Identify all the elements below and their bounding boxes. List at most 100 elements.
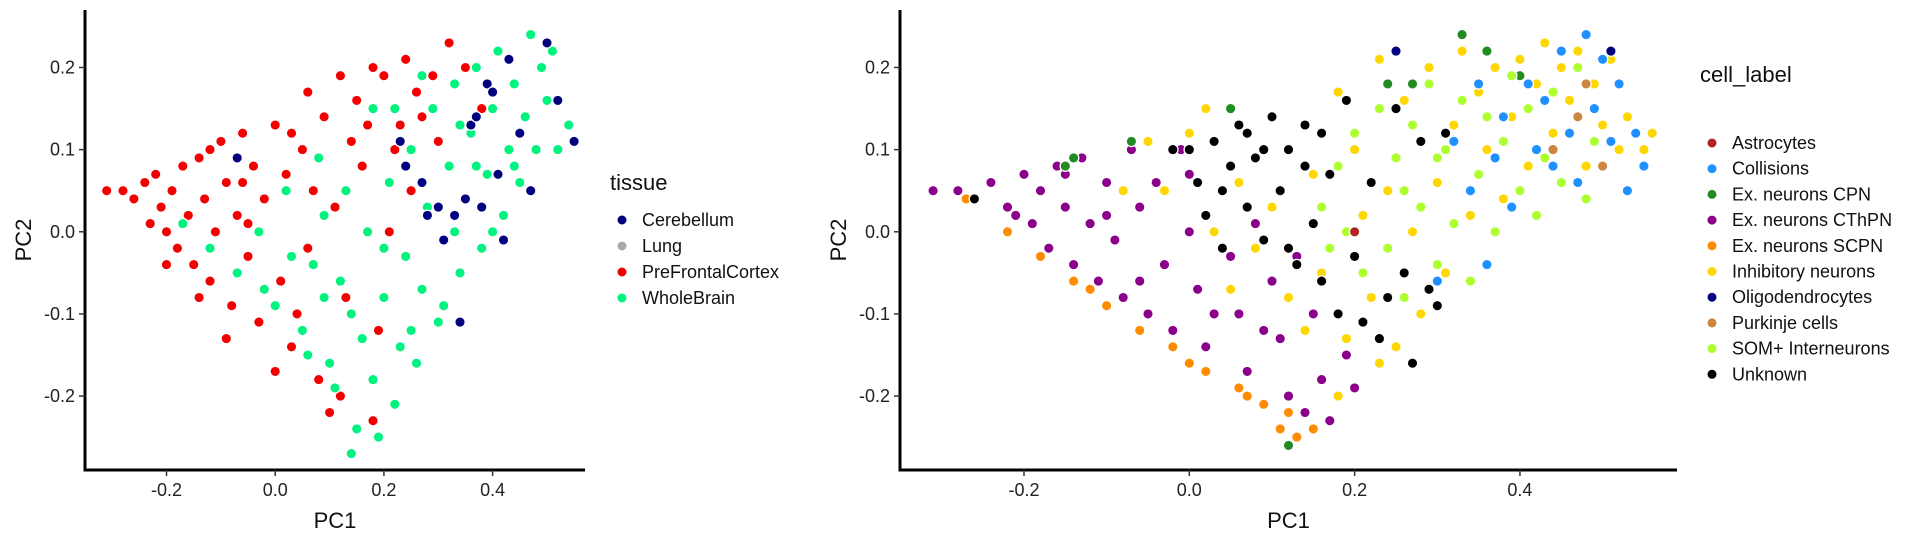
data-point (1605, 45, 1617, 57)
data-point (1464, 184, 1477, 197)
data-point (345, 447, 358, 460)
data-point (459, 193, 472, 205)
data-point (1596, 160, 1609, 172)
data-point (247, 160, 260, 172)
x-tick-label: 0.4 (1507, 480, 1532, 500)
data-point (1340, 94, 1353, 107)
data-point (307, 258, 320, 271)
data-point (318, 291, 330, 304)
data-point (258, 283, 271, 296)
legend-swatch (1706, 240, 1718, 252)
data-point (1431, 152, 1444, 164)
y-tick-label: -0.2 (859, 386, 890, 406)
data-point (209, 225, 222, 238)
data-point (1414, 201, 1427, 213)
data-point (1282, 143, 1295, 156)
data-point (486, 86, 499, 98)
data-point (503, 53, 515, 66)
data-point (1332, 86, 1344, 98)
data-point (1133, 324, 1146, 337)
data-point (470, 61, 483, 74)
data-point (1439, 143, 1452, 156)
data-point (329, 201, 341, 213)
series-som-interneurons (1315, 61, 1601, 304)
data-point (1067, 152, 1080, 164)
data-point (100, 184, 113, 197)
data-point (1100, 176, 1113, 189)
data-point (497, 234, 510, 246)
legend-swatch (616, 266, 628, 278)
data-point (1249, 217, 1262, 230)
data-point (1621, 110, 1634, 123)
legend-title: tissue (610, 170, 667, 195)
data-point (329, 382, 341, 394)
data-point (1274, 332, 1287, 345)
data-point (1571, 176, 1584, 189)
data-point (334, 390, 347, 402)
data-point (1373, 102, 1386, 115)
data-point (1208, 225, 1220, 238)
data-point (1538, 37, 1551, 49)
data-point (1646, 127, 1659, 140)
data-point (535, 61, 548, 74)
legend-item-lung: Lung (616, 236, 682, 256)
data-point (492, 45, 504, 57)
data-point (367, 61, 379, 74)
data-point (1307, 168, 1320, 181)
data-point (307, 184, 320, 197)
data-point (1216, 242, 1229, 255)
data-point (253, 316, 265, 328)
data-point (1390, 45, 1402, 57)
data-point (1348, 143, 1361, 156)
data-point (225, 299, 238, 312)
legend-item-som-interneurons: SOM+ Interneurons (1706, 339, 1890, 359)
data-point (1414, 135, 1427, 148)
data-point (1365, 176, 1378, 189)
legend-label: Unknown (1732, 364, 1807, 384)
series-oligodendrocytes (1390, 45, 1617, 57)
data-point (1530, 209, 1543, 222)
data-point (405, 184, 417, 197)
data-point (1547, 127, 1559, 140)
series-purkinje-cells (1547, 78, 1609, 172)
data-point (410, 357, 423, 370)
data-point (1282, 390, 1295, 402)
data-point (1431, 299, 1444, 312)
data-point (334, 275, 347, 287)
data-point (1199, 102, 1212, 115)
legend-label: Oligodendrocytes (1732, 287, 1872, 307)
data-point (1596, 119, 1609, 131)
cell-label-scatter-panel: -0.2 0.0 0.2 0.4 0.2 0.1 0.0 -0.1 -0.2 PC1 PC2 cell… (826, 10, 1892, 533)
data-point (340, 291, 352, 304)
data-point (1133, 275, 1146, 287)
data-point (155, 201, 167, 213)
data-point (1555, 45, 1568, 57)
legend: cell_label Astrocytes Collisions Ex. neuron… (1700, 62, 1892, 384)
data-point (416, 176, 428, 189)
legend-swatch (1706, 137, 1718, 149)
legend-label: Ex. neurons CPN (1732, 184, 1871, 204)
data-point (1530, 143, 1543, 156)
data-point (193, 291, 205, 304)
data-point (1596, 53, 1609, 66)
data-point (1290, 258, 1303, 271)
data-point (1208, 135, 1220, 148)
data-point (1522, 78, 1535, 90)
legend-item-inhibitory-neurons: Inhibitory neurons (1706, 262, 1875, 282)
data-point (1505, 201, 1518, 213)
data-point (1034, 184, 1047, 197)
data-point (1183, 225, 1196, 238)
data-point (1580, 28, 1592, 41)
data-point (356, 160, 369, 172)
data-point (1348, 250, 1361, 263)
data-point (1613, 143, 1625, 156)
points-layer (927, 28, 1659, 452)
data-point (1224, 283, 1237, 296)
data-point (394, 135, 407, 148)
data-point (1514, 184, 1526, 197)
data-point (1109, 234, 1121, 246)
data-point (1084, 217, 1096, 230)
data-point (1357, 267, 1369, 279)
data-point (1084, 283, 1096, 296)
